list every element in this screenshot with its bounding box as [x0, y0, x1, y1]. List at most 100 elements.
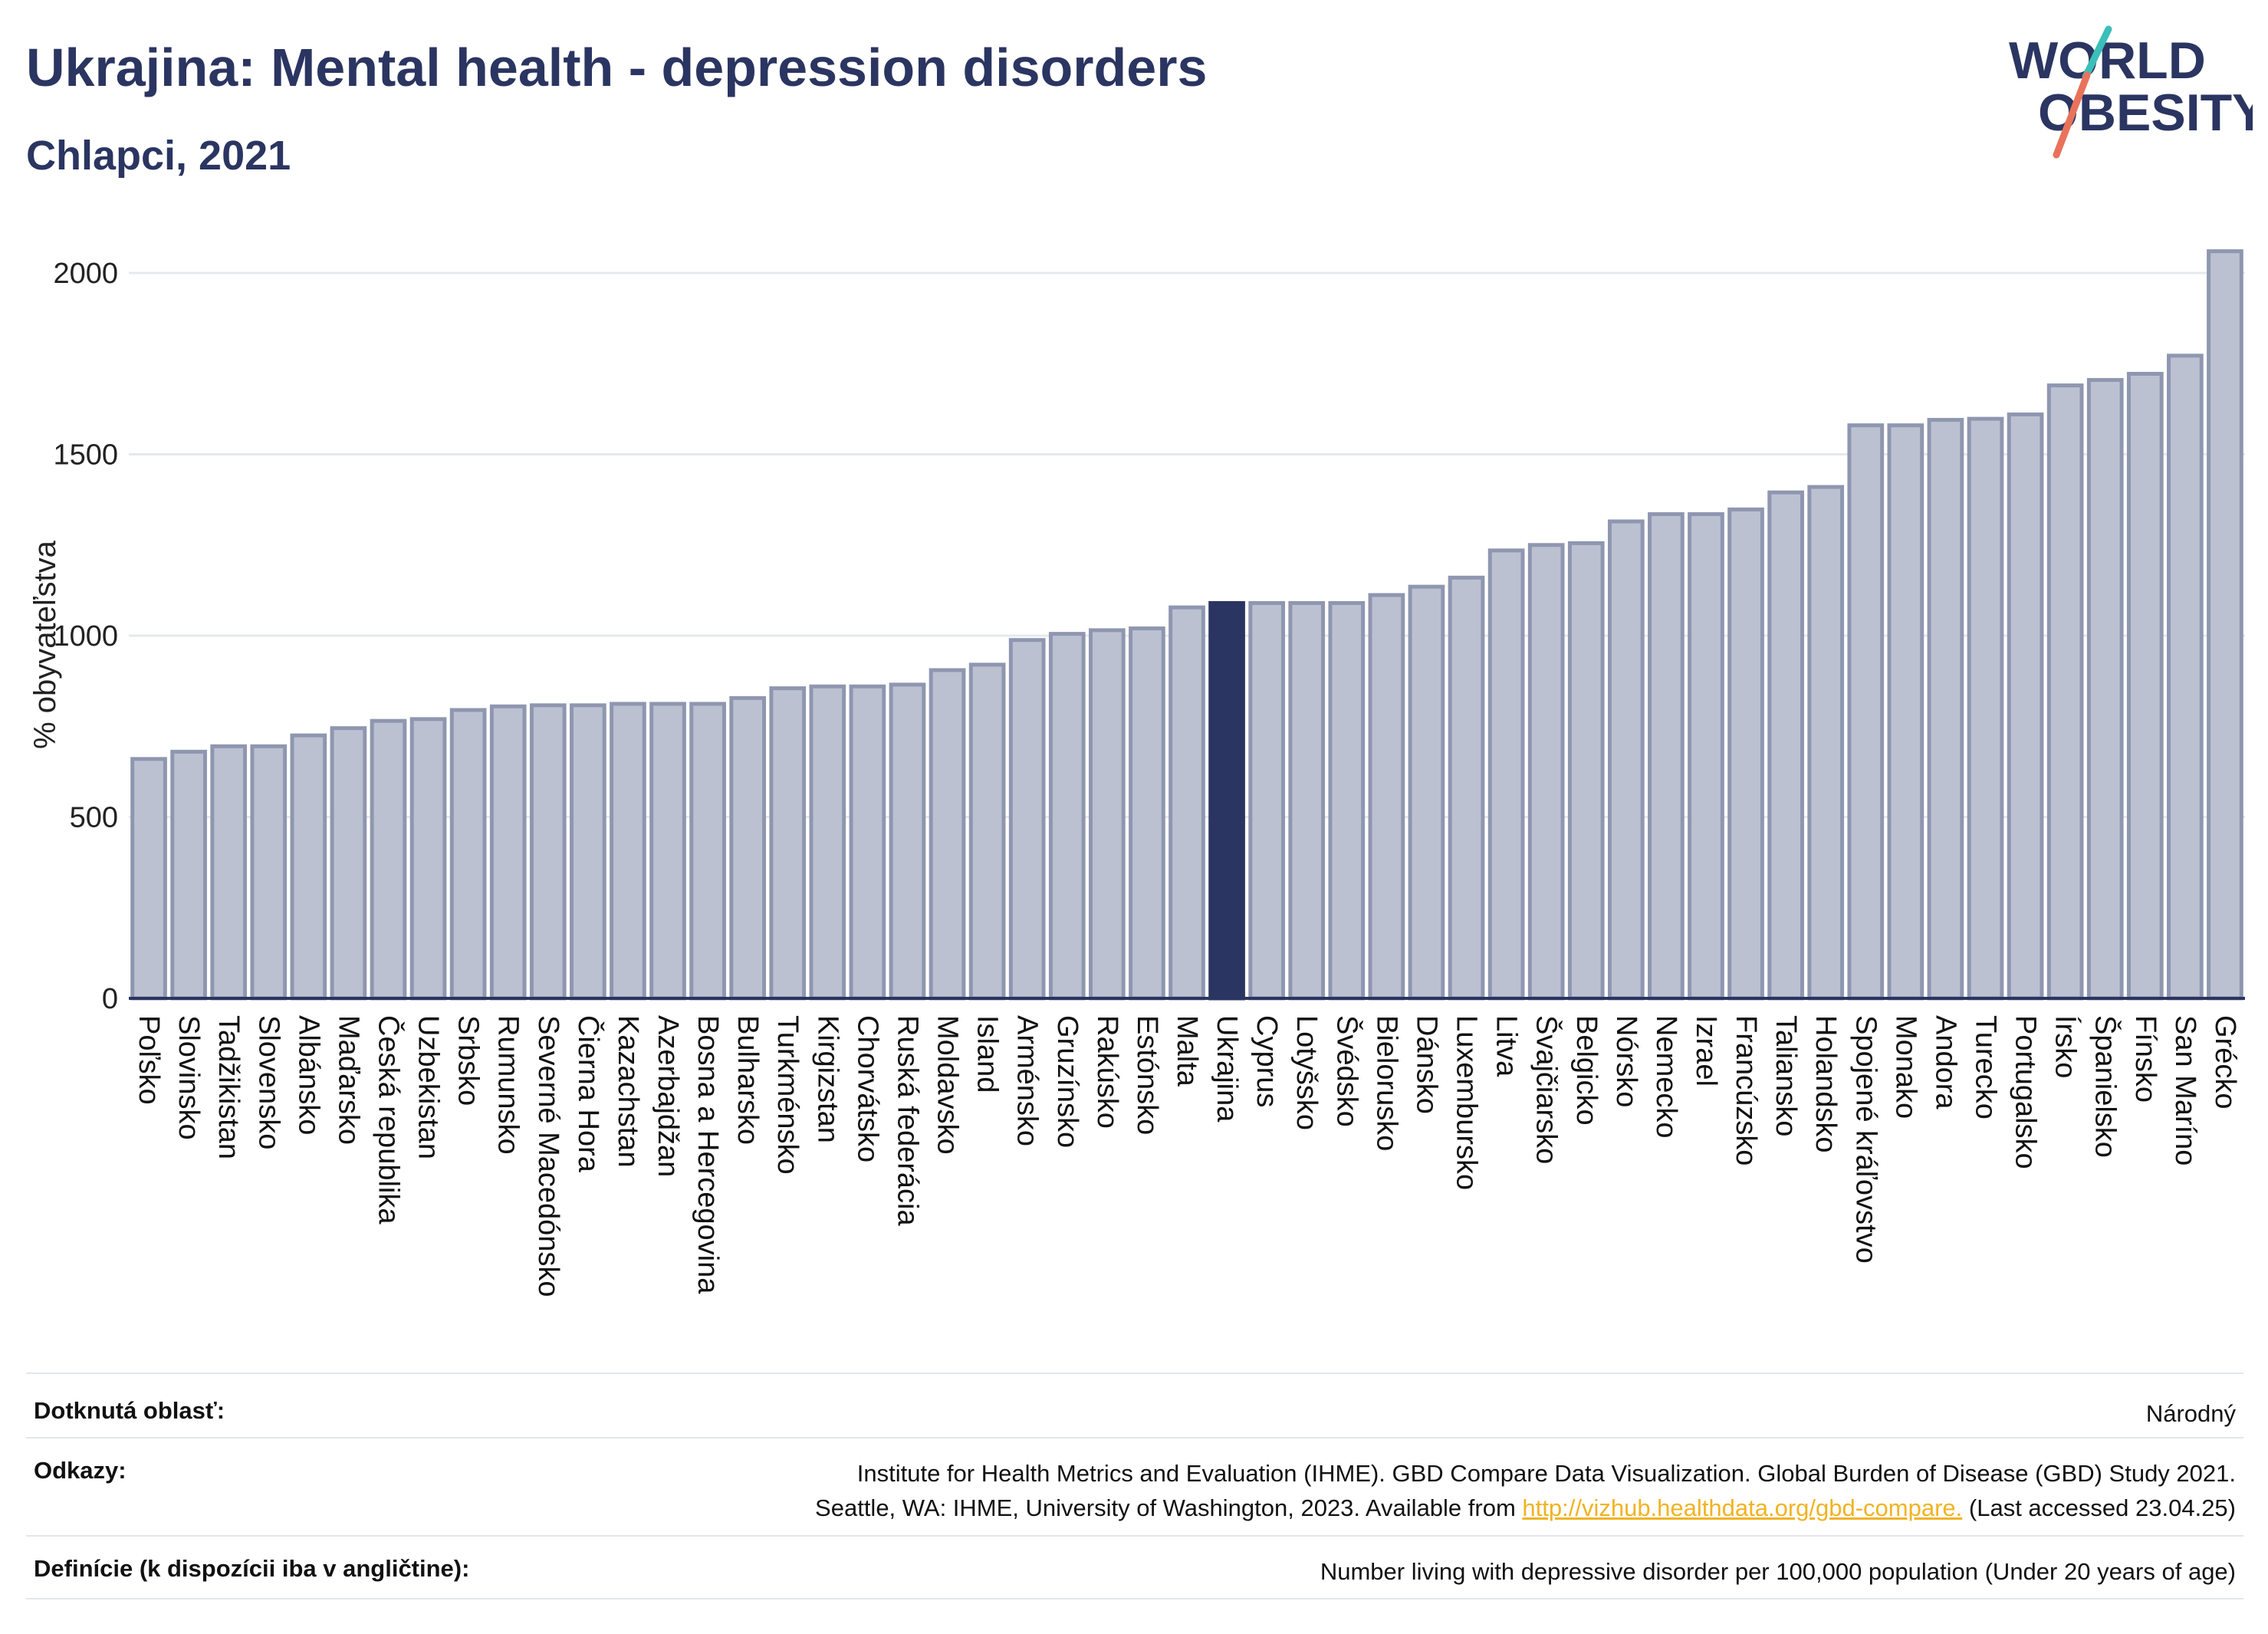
bar: [2167, 353, 2204, 1001]
x-tick-label: Tadžikistan: [212, 1015, 245, 1159]
bar: [689, 702, 726, 1001]
references-value: Institute for Health Metrics and Evaluat…: [815, 1457, 2236, 1526]
bar: [409, 717, 447, 1001]
x-tick-label: Holandsko: [1809, 1015, 1842, 1153]
references-line-2: Seattle, WA: IHME, University of Washing…: [815, 1494, 1523, 1521]
bar: [330, 726, 367, 1001]
bar: [649, 702, 686, 1001]
x-tick-label: Ukrajina: [1211, 1015, 1243, 1123]
footer-table: Dotknutá oblasť: Národný Odkazy: Institu…: [26, 1373, 2243, 1599]
x-tick-label: Severné Macedónsko: [532, 1015, 564, 1297]
y-tick-label: 1000: [53, 620, 118, 653]
bar: [1169, 605, 1205, 1001]
bar: [489, 704, 527, 1001]
x-tick-label: Fínsko: [2129, 1015, 2161, 1103]
x-tick-label: Slovinsko: [173, 1015, 205, 1140]
bar: [1607, 519, 1645, 1001]
chart-subtitle: Chlapci, 2021: [26, 133, 291, 179]
references-line-2-end: (Last accessed 23.04.25): [1962, 1494, 2236, 1521]
bar: [1129, 626, 1165, 1001]
x-tick-label: San Maríno: [2169, 1015, 2201, 1165]
chart-title: Ukrajina: Mental health - depression dis…: [26, 38, 1208, 97]
bar: [210, 744, 248, 1001]
y-axis-label: % obyvateľstva: [28, 540, 62, 749]
footer-row-area: Dotknutá oblasť: Národný: [26, 1373, 2243, 1437]
bar: [1688, 512, 1724, 1001]
bar: [1487, 548, 1525, 1001]
bar: [449, 708, 487, 1001]
x-tick-label: Čierna Hora: [572, 1015, 606, 1173]
x-tick-label: Estónsko: [1131, 1015, 1163, 1135]
x-tick-label: Dánsko: [1410, 1015, 1442, 1114]
x-tick-label: Luxembursko: [1451, 1015, 1483, 1190]
definitions-label: Definície (k dispozícii iba v angličtine…: [34, 1555, 470, 1582]
x-tick-label: Francúzsko: [1730, 1015, 1762, 1165]
bar: [2046, 383, 2084, 1001]
x-tick-label: Uzbekistan: [413, 1015, 445, 1159]
bar: [250, 744, 288, 1001]
area-value: Národný: [2145, 1400, 2236, 1427]
bar: [1887, 423, 1925, 1001]
bar: [769, 686, 807, 1001]
x-tick-label: Nórsko: [1610, 1015, 1642, 1107]
footer-row-definitions: Definície (k dispozícii iba v angličtine…: [26, 1535, 2243, 1599]
bar: [290, 733, 327, 1001]
bar: [1288, 600, 1326, 1001]
x-tick-label: Lotyšsko: [1290, 1015, 1323, 1130]
x-tick-label: Kirgizstan: [811, 1015, 843, 1143]
x-tick-label: Izrael: [1690, 1015, 1722, 1087]
bar: [130, 757, 167, 1001]
x-tick-label: Belgicko: [1570, 1015, 1602, 1126]
bar: [1048, 632, 1086, 1001]
logo-slash-teal: [2082, 25, 2112, 81]
references-label: Odkazy:: [34, 1457, 127, 1484]
bar: [1368, 593, 1405, 1001]
y-tick-label: 500: [70, 802, 118, 834]
x-tick-label: Rumunsko: [492, 1015, 524, 1155]
bar: [1527, 543, 1565, 1001]
x-tick-label: Cyprus: [1251, 1015, 1283, 1107]
x-tick-label: Arménsko: [1011, 1015, 1044, 1146]
bar: [1408, 584, 1445, 1001]
bar: [889, 682, 926, 1001]
x-tick-label: Island: [971, 1015, 1004, 1093]
bar: [1008, 638, 1046, 1001]
bar: [610, 702, 646, 1001]
x-tick-label: Malta: [1171, 1015, 1203, 1087]
x-tick-label: Slovensko: [252, 1015, 284, 1149]
references-link[interactable]: http://vizhub.healthdata.org/gbd-compare…: [1522, 1494, 1963, 1521]
bar: [1767, 490, 1804, 1001]
x-tick-label: Bulharsko: [731, 1015, 764, 1145]
x-tick-label: Srbsko: [452, 1015, 485, 1106]
bar: [1248, 600, 1286, 1001]
bar: [1328, 600, 1366, 1001]
bar: [2086, 378, 2124, 1001]
x-tick-label: Moldavsko: [932, 1015, 964, 1155]
definitions-value: Number living with depressive disorder p…: [1320, 1558, 2236, 1585]
bar: [1967, 416, 2004, 1001]
bar: [968, 662, 1006, 1001]
logo-word-world: WORLD: [2009, 31, 2206, 90]
bar: [1208, 600, 1245, 1001]
bar: [1727, 507, 1764, 1001]
bar: [729, 695, 767, 1001]
x-tick-label: Česká republika: [372, 1015, 406, 1225]
y-tick-label: 1500: [53, 439, 118, 472]
bar: [849, 684, 886, 1001]
x-tick-label: Litva: [1491, 1015, 1523, 1077]
x-tick-label: Taliansko: [1770, 1015, 1802, 1136]
x-tick-label: Kazachstan: [612, 1015, 644, 1168]
bar: [809, 684, 846, 1001]
x-tick-label: Monako: [1889, 1015, 1921, 1119]
x-tick-label: Bosna a Hercegovina: [692, 1015, 724, 1294]
x-tick-label: Rakúsko: [1091, 1015, 1123, 1129]
bar: [370, 718, 407, 1001]
references-line-1: Institute for Health Metrics and Evaluat…: [856, 1460, 2236, 1487]
x-tick-label: Grécko: [2209, 1015, 2241, 1109]
x-tick-label: Turkménsko: [771, 1015, 804, 1175]
bar: [1927, 418, 1964, 1001]
x-tick-label: Spojené kráľovstvo: [1849, 1015, 1882, 1264]
x-tick-label: Švédsko: [1330, 1015, 1364, 1127]
x-tick-label: Bielorusko: [1370, 1015, 1402, 1151]
